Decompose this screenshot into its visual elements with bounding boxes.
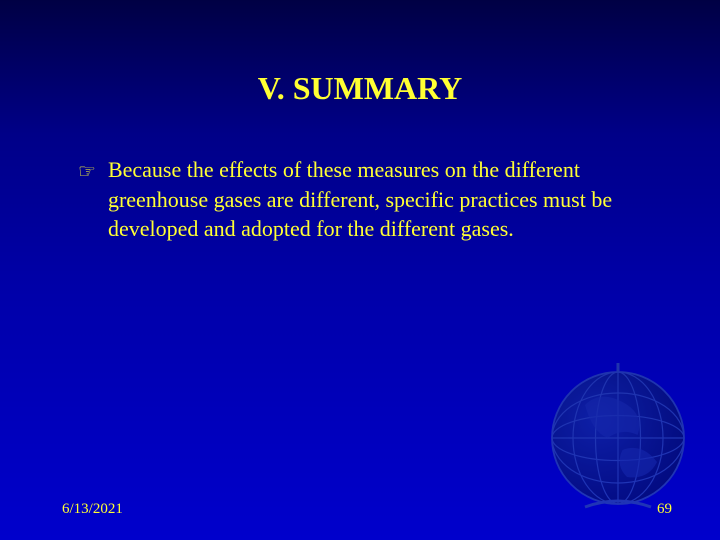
slide-body: ☞ Because the effects of these measures …: [78, 155, 660, 244]
bullet-text: Because the effects of these measures on…: [108, 155, 660, 244]
footer-page-number: 69: [657, 501, 672, 518]
slide: V. SUMMARY ☞ Because the effects of thes…: [0, 0, 720, 540]
bullet-item: ☞ Because the effects of these measures …: [78, 155, 660, 244]
slide-title: V. SUMMARY: [0, 70, 720, 107]
footer-date: 6/13/2021: [62, 501, 123, 518]
globe-icon: [540, 360, 690, 510]
pointing-hand-icon: ☞: [78, 159, 96, 186]
